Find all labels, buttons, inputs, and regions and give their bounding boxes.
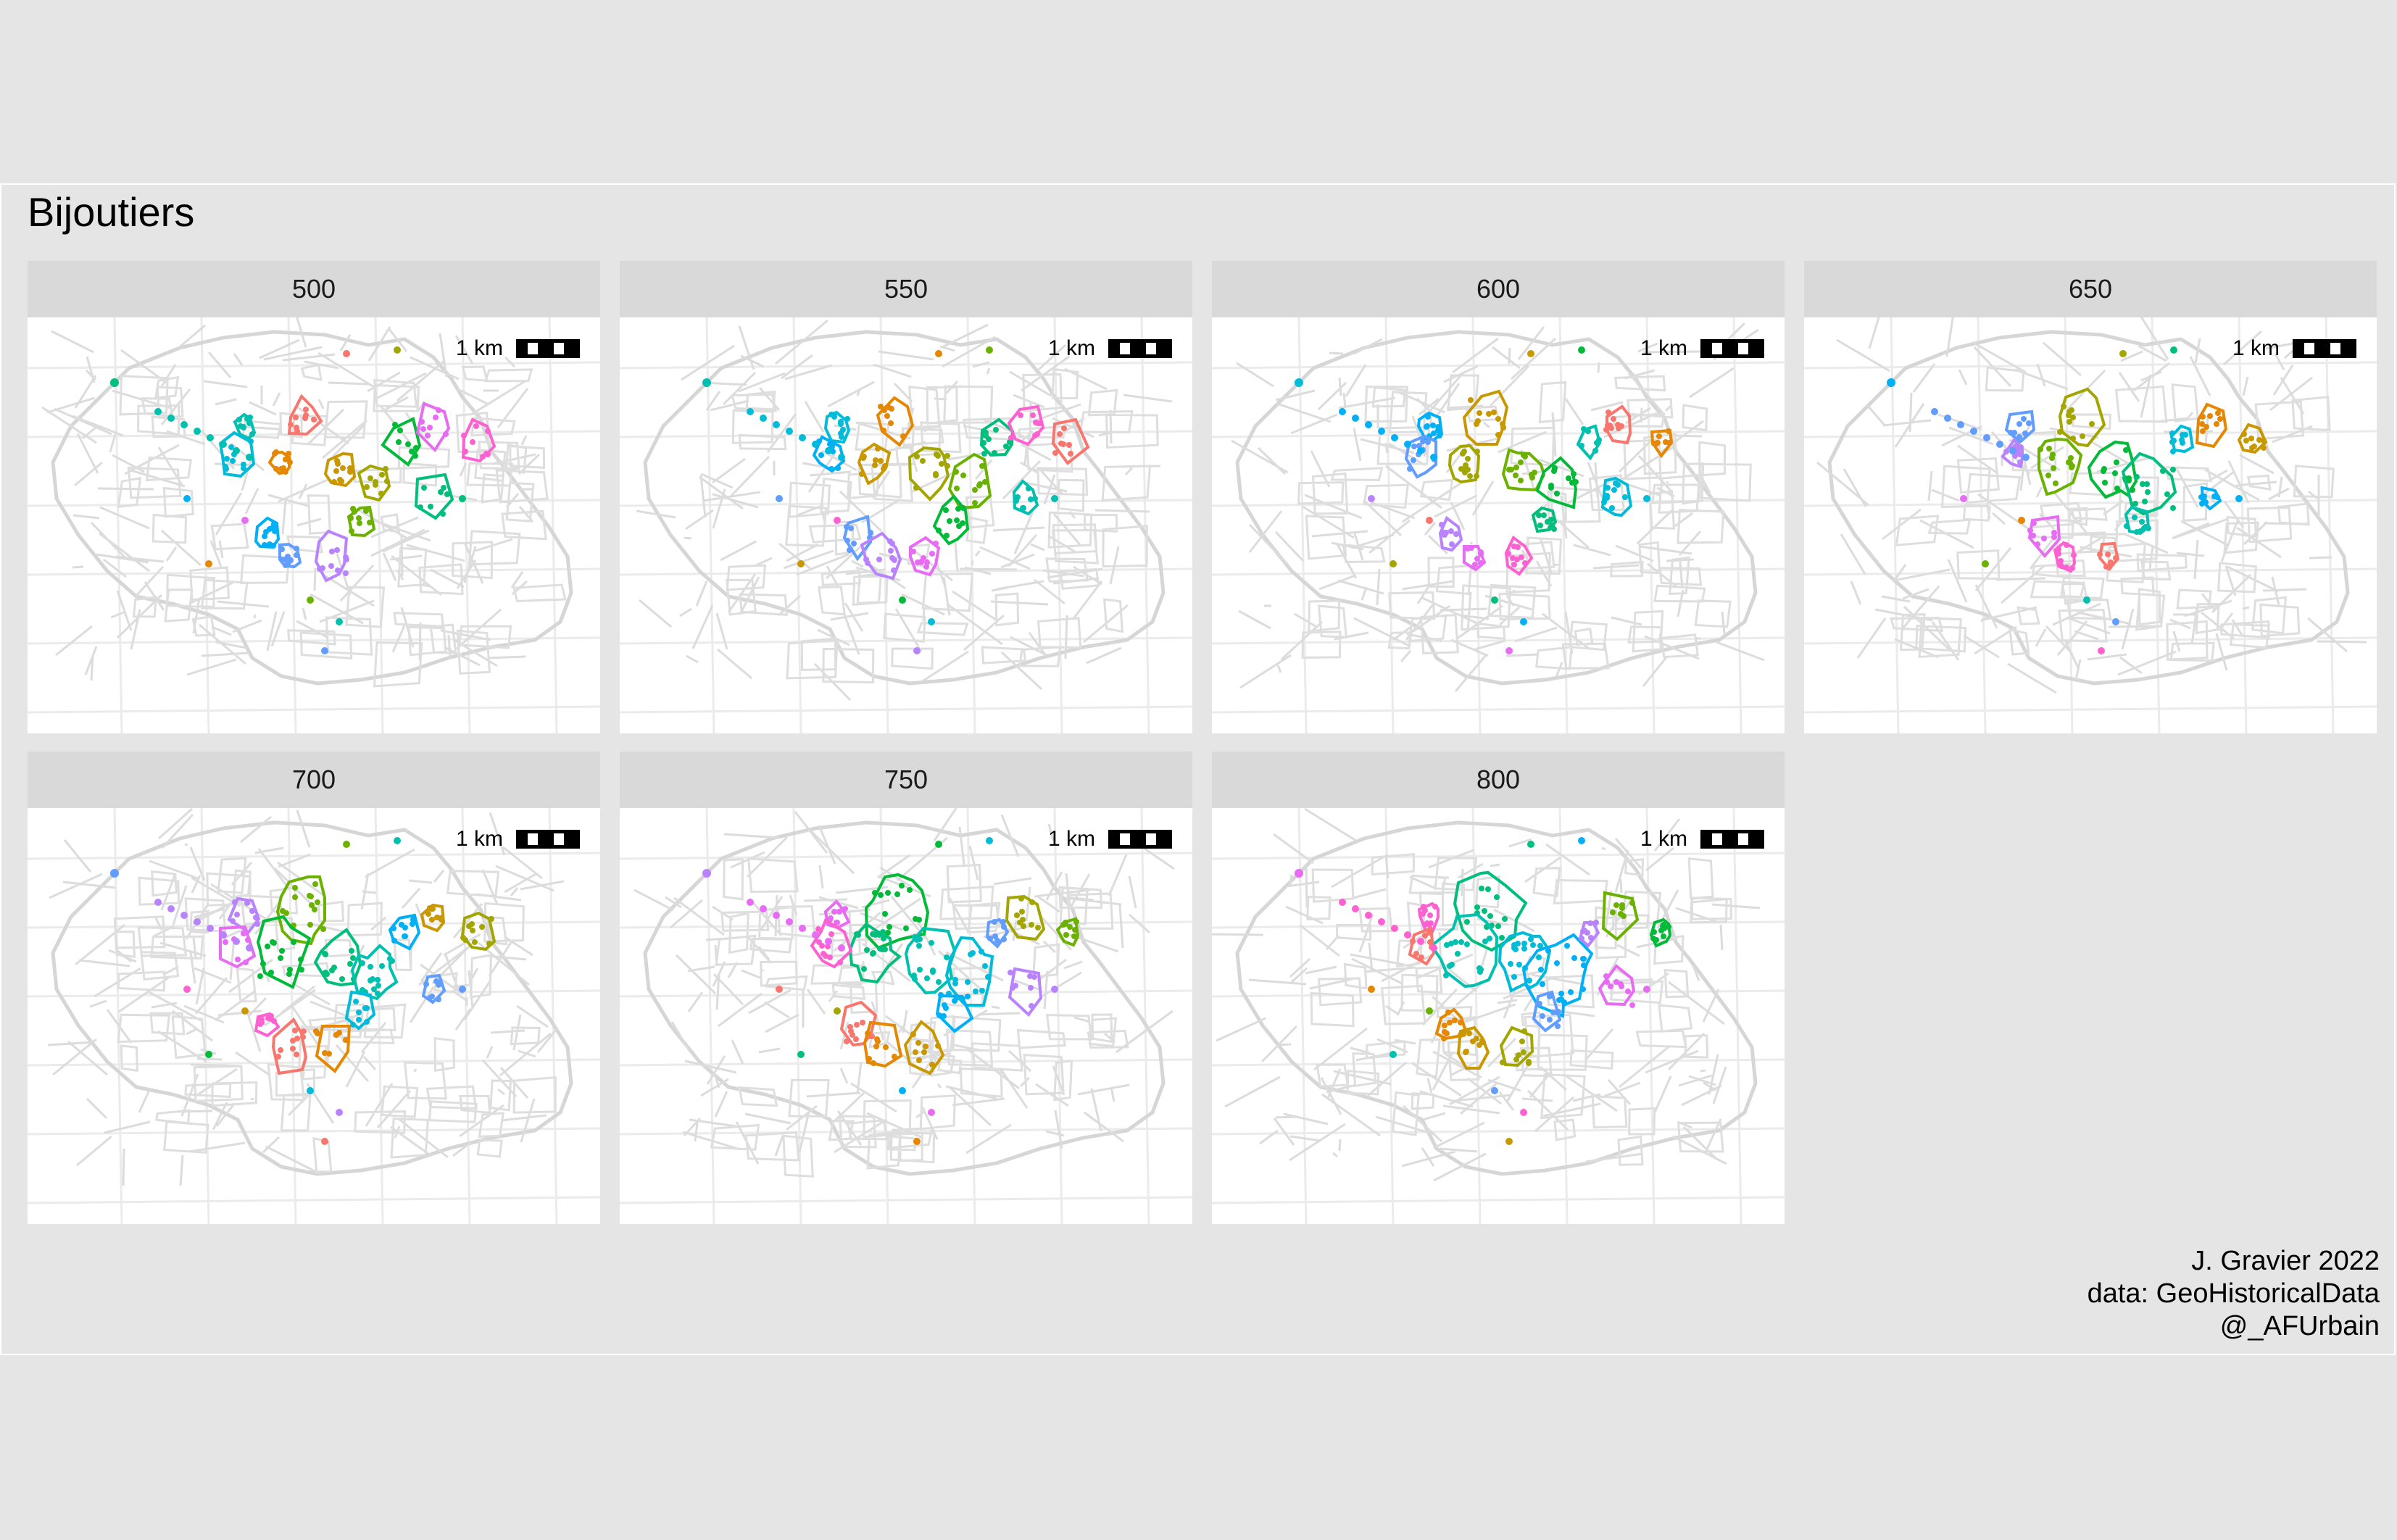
street-map xyxy=(1212,808,1785,1224)
cluster-layer xyxy=(1295,837,1672,1145)
cluster-layer xyxy=(110,837,497,1145)
caption: J. Gravier 2022 data: GeoHistoricalData … xyxy=(2087,1245,2380,1343)
facet-strip-label: 750 xyxy=(620,752,1192,808)
facet-strip-label: 600 xyxy=(1212,261,1785,317)
street-network xyxy=(28,317,600,733)
street-map xyxy=(620,317,1192,733)
facet-strip-label: 800 xyxy=(1212,752,1785,808)
street-map xyxy=(620,808,1192,1224)
scale-bar: 1 km xyxy=(456,336,580,361)
scale-label: 1 km xyxy=(2232,336,2280,360)
cluster-layer xyxy=(702,346,1090,654)
street-network xyxy=(1804,317,2377,733)
scale-bar-graphic xyxy=(2293,339,2356,358)
street-network xyxy=(620,317,1192,733)
street-map xyxy=(1804,317,2377,733)
scale-bar: 1 km xyxy=(1048,827,1172,852)
scale-label: 1 km xyxy=(455,827,503,851)
caption-source: data: GeoHistoricalData xyxy=(2087,1278,2380,1309)
map-panel: 1 km xyxy=(28,317,600,733)
cluster-layer xyxy=(110,346,497,654)
scale-bar-graphic xyxy=(516,830,580,849)
street-map xyxy=(28,808,600,1224)
scale-bar: 1 km xyxy=(1048,336,1172,361)
scale-label: 1 km xyxy=(1047,827,1095,851)
cluster-layer xyxy=(1295,346,1674,654)
scale-label: 1 km xyxy=(1640,827,1687,851)
scale-bar-graphic xyxy=(516,339,580,358)
facet-panel-5: 750 1 km xyxy=(620,752,1192,1224)
scale-bar-graphic xyxy=(1108,830,1172,849)
map-panel: 1 km xyxy=(620,808,1192,1224)
plot-title: Bijoutiers xyxy=(28,189,195,235)
facet-strip-label: 500 xyxy=(28,261,600,317)
scale-bar: 1 km xyxy=(1640,827,1764,852)
caption-author: J. Gravier 2022 xyxy=(2191,1246,2380,1276)
map-panel: 1 km xyxy=(1212,808,1785,1224)
street-map xyxy=(28,317,600,733)
facet-strip-label: 700 xyxy=(28,752,600,808)
caption-handle: @_AFUrbain xyxy=(2219,1311,2380,1341)
scale-label: 1 km xyxy=(455,336,503,360)
scale-label: 1 km xyxy=(1640,336,1687,360)
cluster-layer xyxy=(702,837,1080,1145)
street-network xyxy=(1212,808,1785,1224)
scale-bar: 1 km xyxy=(2232,336,2356,361)
map-panel: 1 km xyxy=(620,317,1192,733)
facet-panel-6: 800 1 km xyxy=(1212,752,1785,1224)
facet-panel-3: 650 1 km xyxy=(1804,261,2377,733)
facet-panel-2: 600 1 km xyxy=(1212,261,1785,733)
facet-panel-4: 700 1 km xyxy=(28,752,600,1224)
map-panel: 1 km xyxy=(28,808,600,1224)
scale-bar: 1 km xyxy=(456,827,580,852)
facet-strip-label: 550 xyxy=(620,261,1192,317)
map-panel: 1 km xyxy=(1804,317,2377,733)
scale-bar-graphic xyxy=(1700,339,1764,358)
facet-panel-0: 500 1 km xyxy=(28,261,600,733)
scale-bar: 1 km xyxy=(1640,336,1764,361)
street-map xyxy=(1212,317,1785,733)
street-network xyxy=(1212,317,1785,733)
scale-bar-graphic xyxy=(1700,830,1764,849)
scale-bar-graphic xyxy=(1108,339,1172,358)
cluster-layer xyxy=(1887,346,2268,654)
scale-label: 1 km xyxy=(1047,336,1095,360)
map-panel: 1 km xyxy=(1212,317,1785,733)
facet-panel-1: 550 1 km xyxy=(620,261,1192,733)
facet-strip-label: 650 xyxy=(1804,261,2377,317)
